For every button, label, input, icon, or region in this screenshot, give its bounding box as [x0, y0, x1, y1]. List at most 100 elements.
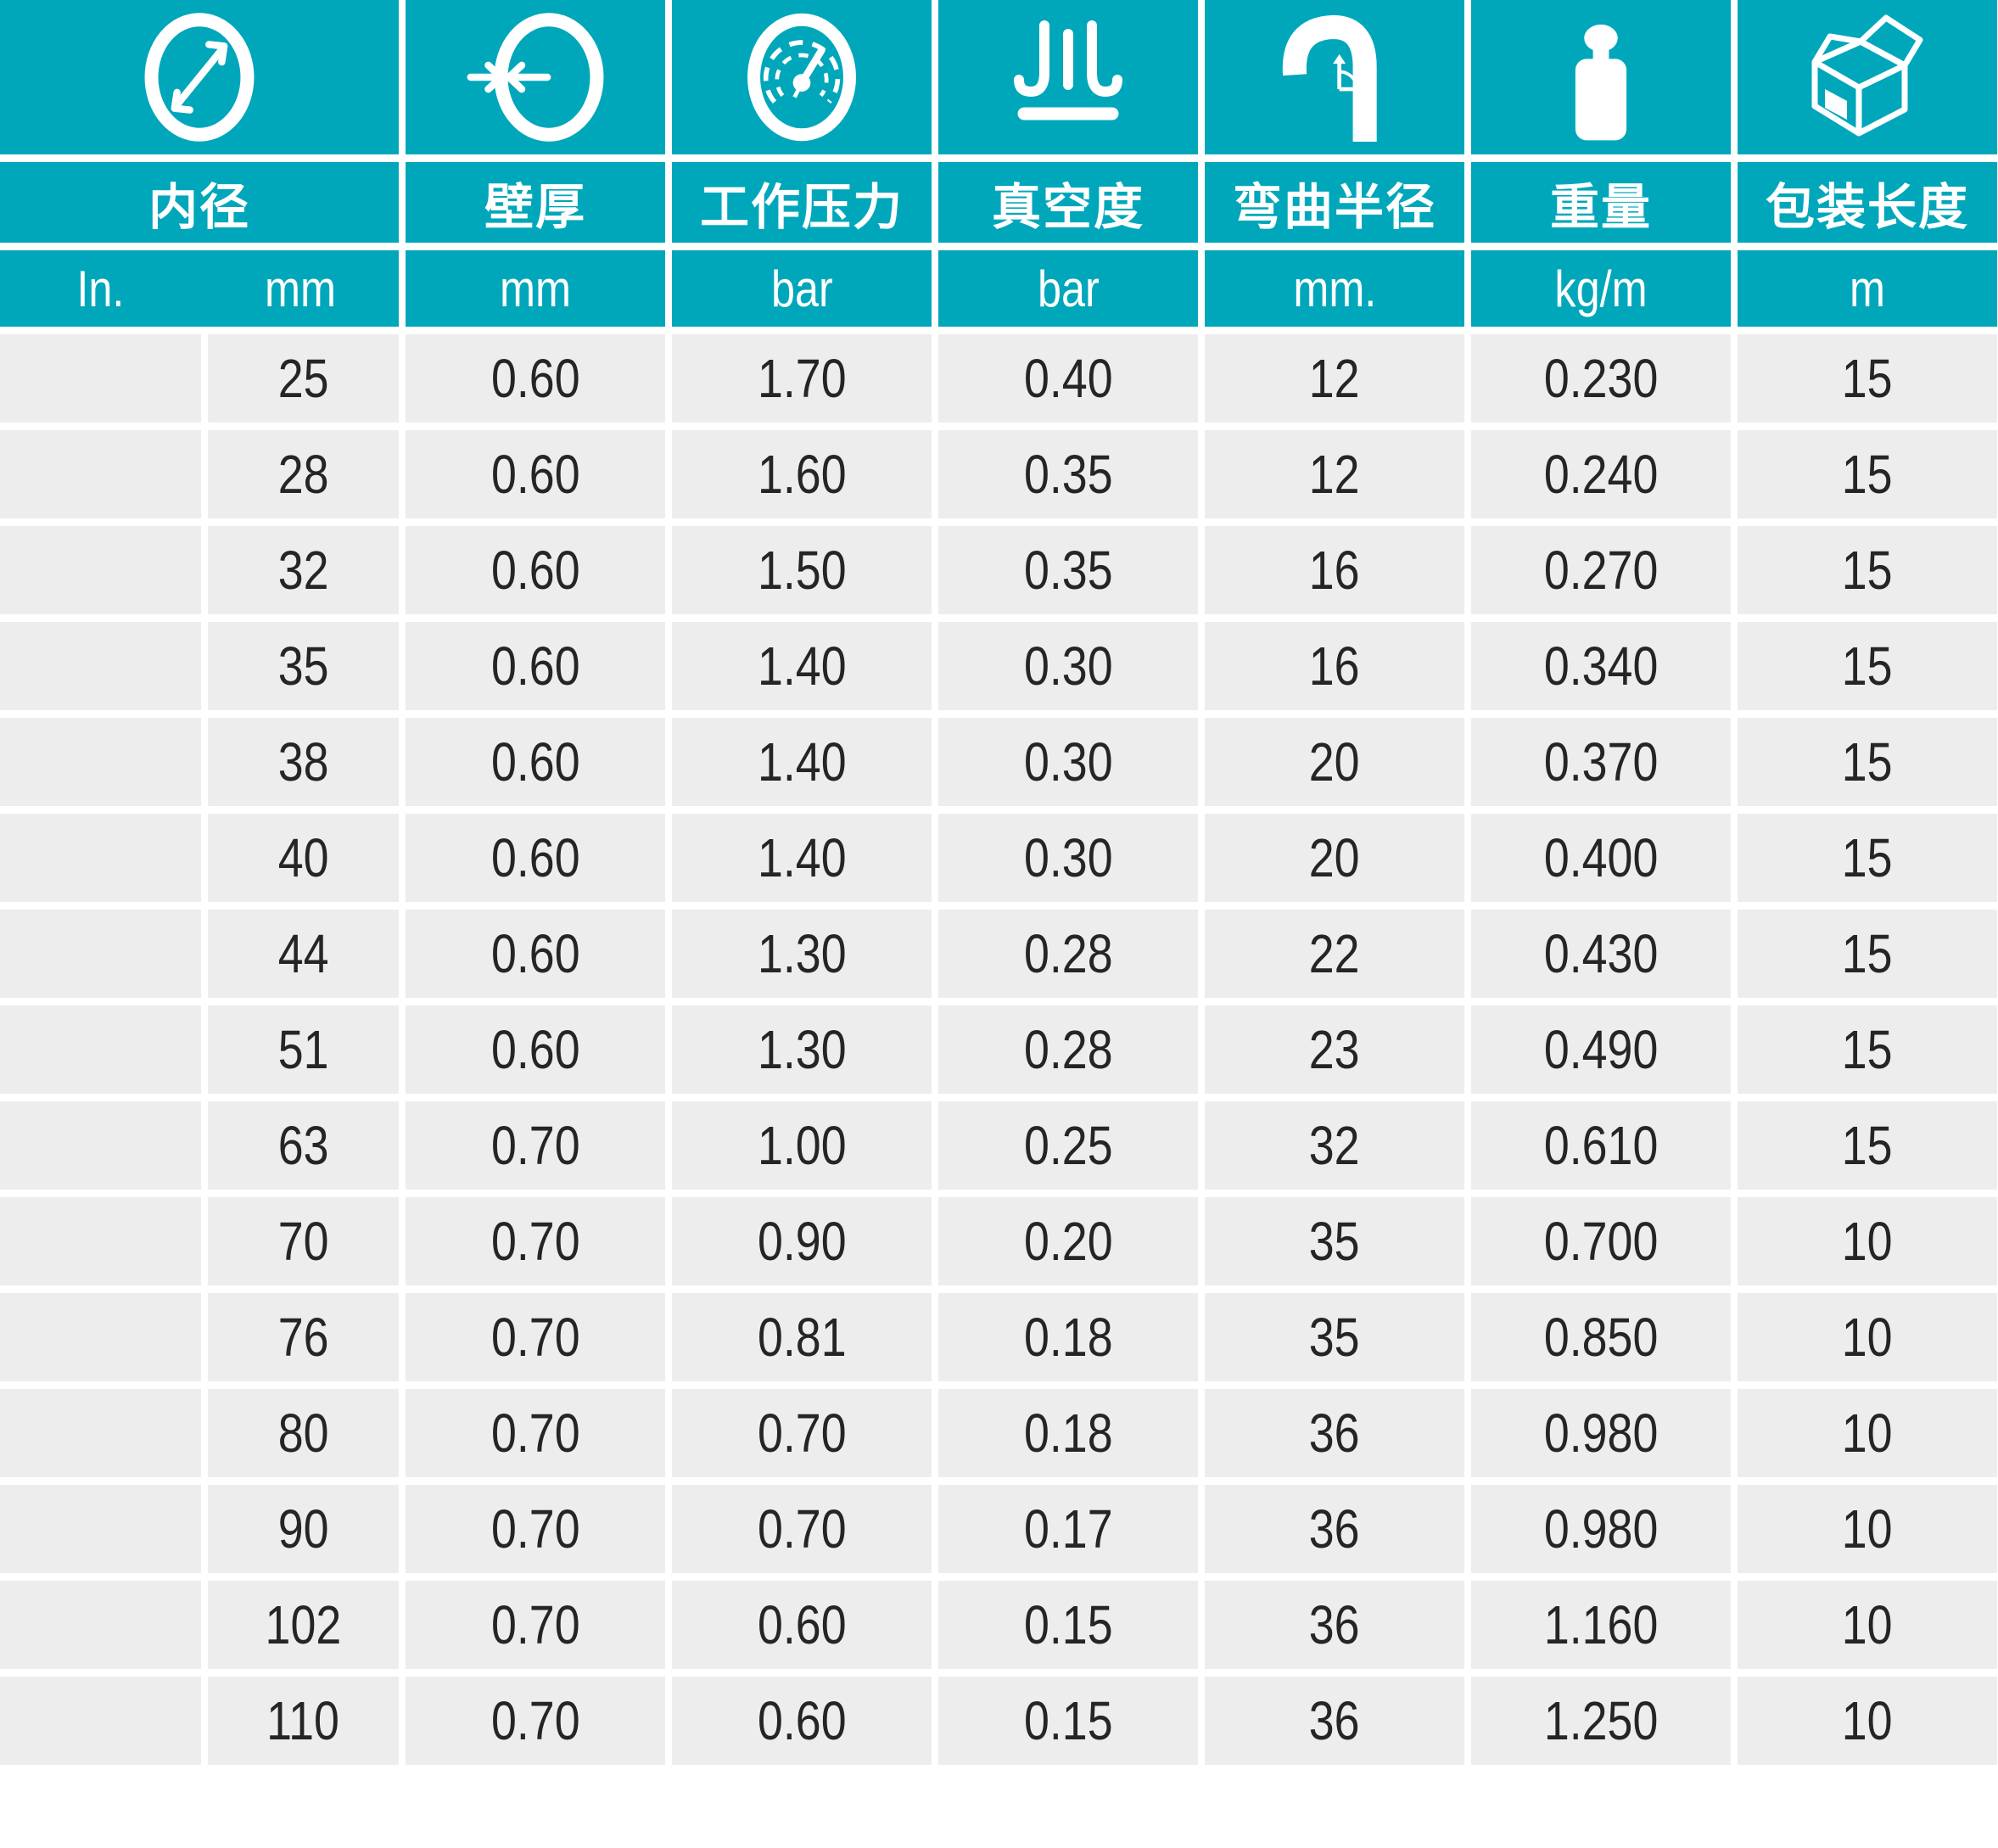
- cell-pressure-bar-row-3: 1.40: [672, 622, 932, 710]
- table-row-7-inner-diameter: 51: [0, 1005, 399, 1094]
- cell-value: 15: [1842, 540, 1893, 601]
- cell-value: 25: [277, 348, 329, 409]
- cell-vacuum-bar-row-2: 0.35: [938, 526, 1198, 614]
- cell-value: 40: [277, 827, 329, 888]
- package-length-icon: [1811, 14, 1923, 137]
- cell-id-in: [0, 1485, 201, 1573]
- cell-pressure-bar-row-0: 1.70: [672, 334, 932, 423]
- cell-value: 110: [266, 1690, 340, 1751]
- cell-value: 1.30: [757, 923, 847, 984]
- cell-value: 0.81: [757, 1307, 847, 1368]
- cell-wall-mm-row-0: 0.60: [406, 334, 665, 423]
- cell-value: 76: [277, 1307, 329, 1368]
- cell-pressure-bar-row-14: 0.60: [672, 1677, 932, 1765]
- cell-vacuum-bar-row-7: 0.28: [938, 1005, 1198, 1094]
- table-row-8-inner-diameter: 63: [0, 1101, 399, 1190]
- header-working-pressure: 工作压力: [672, 162, 932, 243]
- cell-vacuum-bar-row-0: 0.40: [938, 334, 1198, 423]
- cell-id-mm: 102: [208, 1581, 399, 1669]
- table-row-0-inner-diameter: 25: [0, 334, 399, 423]
- cell-length-m-row-13: 10: [1738, 1581, 1997, 1669]
- cell-id-in: [0, 622, 201, 710]
- cell-weight-kgm-row-1: 0.240: [1471, 430, 1731, 518]
- cell-value: 0.70: [490, 1594, 580, 1655]
- cell-value: 0.17: [1023, 1498, 1113, 1560]
- header-vacuum: 真空度: [938, 162, 1198, 243]
- cell-wall-mm-row-11: 0.70: [406, 1389, 665, 1477]
- cell-value: 0.18: [1023, 1403, 1113, 1464]
- cell-pressure-bar-row-6: 1.30: [672, 910, 932, 998]
- cell-value: 1.160: [1543, 1594, 1659, 1655]
- cell-pressure-bar-row-2: 1.50: [672, 526, 932, 614]
- header-label: 真空度: [991, 179, 1145, 235]
- cell-value: 0.70: [490, 1403, 580, 1464]
- cell-value: 0.60: [490, 540, 580, 601]
- cell-value: 0.30: [1023, 827, 1113, 888]
- cell-value: 1.60: [757, 444, 847, 505]
- cell-value: 15: [1842, 636, 1893, 697]
- cell-value: 0.430: [1543, 923, 1659, 984]
- cell-value: 0.60: [490, 827, 580, 888]
- unit-label: mm.: [1293, 260, 1376, 317]
- cell-value: 0.30: [1023, 731, 1113, 792]
- header-wall-thickness: 壁厚: [406, 162, 665, 243]
- cell-bend-mm-row-5: 20: [1205, 814, 1464, 902]
- cell-wall-mm-row-10: 0.70: [406, 1293, 665, 1381]
- wall-thickness-icon-cell: [406, 0, 665, 154]
- cell-value: 0.490: [1543, 1019, 1659, 1080]
- cell-vacuum-bar-row-5: 0.30: [938, 814, 1198, 902]
- unit-label-in: In.: [76, 260, 125, 317]
- cell-value: 90: [277, 1498, 329, 1560]
- cell-wall-mm-row-4: 0.60: [406, 718, 665, 806]
- cell-bend-mm-row-12: 36: [1205, 1485, 1464, 1573]
- cell-wall-mm-row-9: 0.70: [406, 1197, 665, 1285]
- cell-weight-kgm-row-11: 0.980: [1471, 1389, 1731, 1477]
- cell-value: 28: [277, 444, 329, 505]
- inner-diameter-icon: [144, 13, 255, 142]
- cell-value: 1.70: [757, 348, 847, 409]
- table-row-12-inner-diameter: 90: [0, 1485, 399, 1573]
- header-label: 壁厚: [484, 179, 586, 235]
- cell-weight-kgm-row-10: 0.850: [1471, 1293, 1731, 1381]
- cell-length-m-row-9: 10: [1738, 1197, 1997, 1285]
- units-bend-radius: mm.: [1205, 250, 1464, 327]
- cell-value: 0.700: [1543, 1211, 1659, 1272]
- package-length-icon-cell: [1738, 0, 1997, 154]
- inner-diameter-icon-cell: [0, 0, 399, 154]
- cell-value: 0.980: [1543, 1403, 1659, 1464]
- cell-bend-mm-row-11: 36: [1205, 1389, 1464, 1477]
- cell-value: 0.60: [490, 731, 580, 792]
- cell-value: 0.60: [757, 1594, 847, 1655]
- cell-value: 0.60: [490, 636, 580, 697]
- cell-value: 0.340: [1543, 636, 1659, 697]
- units-wall-thickness: mm: [406, 250, 665, 327]
- cell-length-m-row-14: 10: [1738, 1677, 1997, 1765]
- cell-value: 1.00: [757, 1115, 847, 1176]
- cell-vacuum-bar-row-3: 0.30: [938, 622, 1198, 710]
- cell-value: 16: [1309, 636, 1360, 697]
- cell-value: 1.250: [1543, 1690, 1659, 1751]
- cell-value: 10: [1842, 1403, 1893, 1464]
- cell-value: 0.980: [1543, 1498, 1659, 1560]
- cell-value: 0.70: [490, 1307, 580, 1368]
- cell-id-in: [0, 1677, 201, 1765]
- cell-length-m-row-0: 15: [1738, 334, 1997, 423]
- cell-bend-mm-row-4: 20: [1205, 718, 1464, 806]
- cell-weight-kgm-row-12: 0.980: [1471, 1485, 1731, 1573]
- cell-id-in: [0, 526, 201, 614]
- cell-value: 0.850: [1543, 1307, 1659, 1368]
- cell-wall-mm-row-13: 0.70: [406, 1581, 665, 1669]
- cell-id-mm: 25: [208, 334, 399, 423]
- table-row-11-inner-diameter: 80: [0, 1389, 399, 1477]
- cell-id-mm: 70: [208, 1197, 399, 1285]
- cell-bend-mm-row-0: 12: [1205, 334, 1464, 423]
- cell-value: 0.270: [1543, 540, 1659, 601]
- cell-id-mm: 40: [208, 814, 399, 902]
- cell-length-m-row-2: 15: [1738, 526, 1997, 614]
- cell-value: 10: [1842, 1211, 1893, 1272]
- cell-id-mm: 90: [208, 1485, 399, 1573]
- cell-value: 32: [1309, 1115, 1360, 1176]
- cell-value: 20: [1309, 827, 1360, 888]
- unit-label-mm: mm: [264, 260, 336, 317]
- cell-wall-mm-row-7: 0.60: [406, 1005, 665, 1094]
